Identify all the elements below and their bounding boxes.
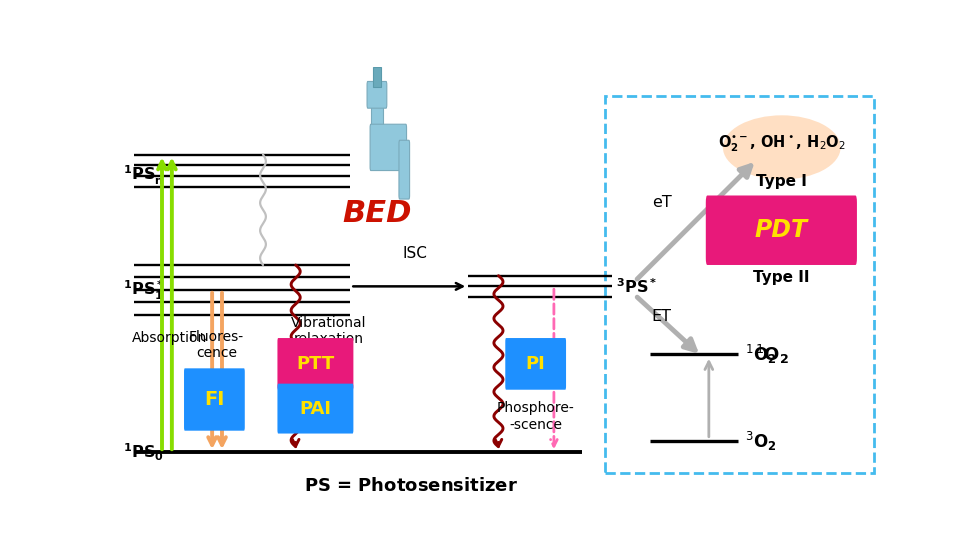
Text: Absorption: Absorption — [131, 331, 207, 345]
Text: PTT: PTT — [296, 355, 334, 373]
Text: $\mathbf{^1PS_0}$: $\mathbf{^1PS_0}$ — [122, 441, 164, 463]
Text: ISC: ISC — [403, 246, 427, 262]
FancyBboxPatch shape — [370, 96, 383, 167]
Text: PI: PI — [526, 355, 546, 373]
FancyBboxPatch shape — [184, 368, 245, 431]
FancyBboxPatch shape — [277, 384, 354, 433]
Text: Vibrational
relaxation: Vibrational relaxation — [291, 316, 367, 346]
Text: ET: ET — [652, 309, 672, 324]
Text: $^3\mathbf{O_2}$: $^3\mathbf{O_2}$ — [745, 430, 777, 453]
Text: FI: FI — [204, 390, 224, 409]
Text: Phosphore-
-scence: Phosphore- -scence — [497, 402, 574, 432]
Text: eT: eT — [652, 195, 671, 210]
FancyBboxPatch shape — [370, 124, 407, 171]
Text: $\mathbf{^1PS^*_1}$: $\mathbf{^1PS^*_1}$ — [122, 278, 164, 301]
FancyBboxPatch shape — [399, 140, 410, 199]
Text: $\mathbf{PS}$ = Photosensitizer: $\mathbf{PS}$ = Photosensitizer — [304, 477, 518, 495]
Text: $^1\mathbf{O_2}$: $^1\mathbf{O_2}$ — [745, 343, 777, 366]
FancyBboxPatch shape — [277, 338, 354, 390]
Text: Type II: Type II — [753, 270, 809, 285]
FancyBboxPatch shape — [706, 195, 857, 265]
Text: $\mathbf{O_2^{•-}}$, OH$^\bullet$, H$_2$O$_2$: $\mathbf{O_2^{•-}}$, OH$^\bullet$, H$_2$… — [717, 134, 846, 154]
FancyBboxPatch shape — [368, 81, 387, 108]
Text: PDT: PDT — [755, 218, 808, 242]
FancyBboxPatch shape — [506, 338, 566, 390]
Text: Type I: Type I — [757, 174, 808, 189]
Text: BED: BED — [342, 199, 412, 228]
FancyBboxPatch shape — [373, 67, 380, 87]
Text: PAI: PAI — [300, 400, 331, 418]
Ellipse shape — [723, 115, 841, 179]
Text: $\mathbf{^3PS^*}$: $\mathbf{^3PS^*}$ — [616, 277, 658, 296]
Text: $\mathbf{^1PS^*_n}$: $\mathbf{^1PS^*_n}$ — [122, 164, 164, 188]
Text: Fluores-
cence: Fluores- cence — [189, 330, 244, 360]
Text: $^1\mathbf{O_2}$: $^1\mathbf{O_2}$ — [755, 343, 789, 366]
